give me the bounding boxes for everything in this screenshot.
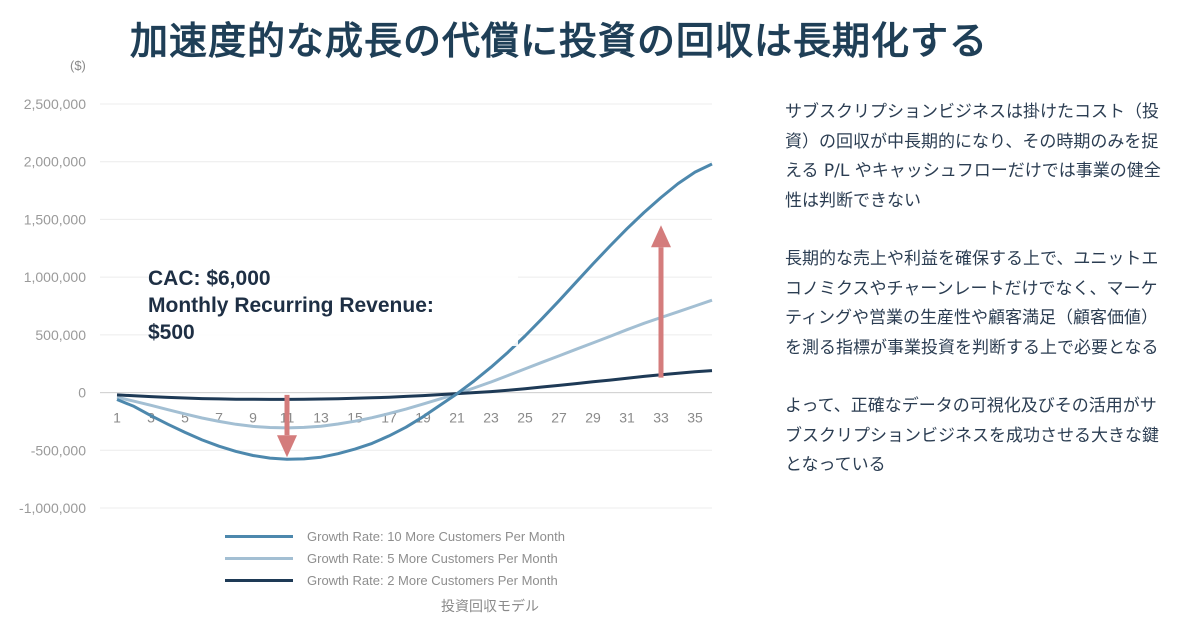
chart-caption: 投資回収モデル	[441, 599, 539, 615]
side-paragraph-1: サブスクリプションビジネスは掛けたコスト（投資）の回収が中長期的になり、その時期…	[785, 102, 1161, 211]
x-tick-label: 9	[249, 410, 257, 426]
x-tick-label: 29	[585, 410, 601, 426]
legend-swatch-5	[225, 556, 293, 560]
legend-label-5: Growth Rate: 5 More Customers Per Month	[307, 550, 558, 566]
chart-legend: Growth Rate: 10 More Customers Per Month…	[225, 525, 565, 591]
x-tick-label: 25	[517, 410, 533, 426]
legend-label-10: Growth Rate: 10 More Customers Per Month	[307, 528, 565, 544]
legend-item-10: Growth Rate: 10 More Customers Per Month	[225, 525, 565, 547]
series-line	[116, 298, 713, 430]
arrow-head	[277, 435, 297, 458]
x-tick-label: 23	[483, 410, 499, 426]
arrow-head	[651, 225, 671, 248]
series-line	[116, 369, 713, 401]
series-line	[116, 162, 713, 461]
y-tick-label: -1,000,000	[19, 500, 86, 516]
legend-item-2: Growth Rate: 2 More Customers Per Month	[225, 569, 565, 591]
y-tick-label: 2,000,000	[24, 154, 86, 170]
x-tick-label: 27	[551, 410, 567, 426]
mrr-value: $500	[148, 321, 195, 344]
y-tick-label: 500,000	[35, 327, 86, 343]
y-tick-label: 2,500,000	[24, 96, 86, 112]
x-tick-label: 13	[313, 410, 329, 426]
mrr-label: Monthly Recurring Revenue:	[148, 294, 434, 317]
x-tick-label: 21	[449, 410, 465, 426]
x-tick-label: 1	[113, 410, 121, 426]
legend-swatch-10	[225, 534, 293, 538]
side-paragraph-2: 長期的な売上や利益を確保する上で、ユニットエコノミクスやチャーンレートだけでなく…	[785, 249, 1159, 358]
x-tick-label: 33	[653, 410, 669, 426]
cac-label: CAC: $6,000	[148, 267, 271, 290]
y-tick-label: 1,000,000	[24, 269, 86, 285]
side-paragraph-3: よって、正確なデータの可視化及びその活用がサブスクリプションビジネスを成功させる…	[785, 396, 1159, 475]
y-tick-label: -500,000	[31, 442, 86, 458]
legend-label-2: Growth Rate: 2 More Customers Per Month	[307, 572, 558, 588]
y-tick-label: 0	[78, 385, 86, 401]
y-unit-label: ($)	[70, 58, 86, 73]
x-tick-label: 35	[687, 410, 703, 426]
chart-annotation: CAC: $6,000 Monthly Recurring Revenue: $…	[148, 265, 518, 346]
x-tick-label: 7	[215, 410, 223, 426]
legend-swatch-2	[225, 578, 293, 582]
x-tick-label: 5	[181, 410, 189, 426]
side-text: サブスクリプションビジネスは掛けたコスト（投資）の回収が中長期的になり、その時期…	[785, 98, 1165, 510]
y-tick-label: 1,500,000	[24, 211, 86, 227]
page-title: 加速度的な成長の代償に投資の回収は長期化する	[130, 19, 989, 63]
x-tick-label: 3	[147, 410, 155, 426]
legend-item-5: Growth Rate: 5 More Customers Per Month	[225, 547, 565, 569]
x-tick-label: 31	[619, 410, 635, 426]
